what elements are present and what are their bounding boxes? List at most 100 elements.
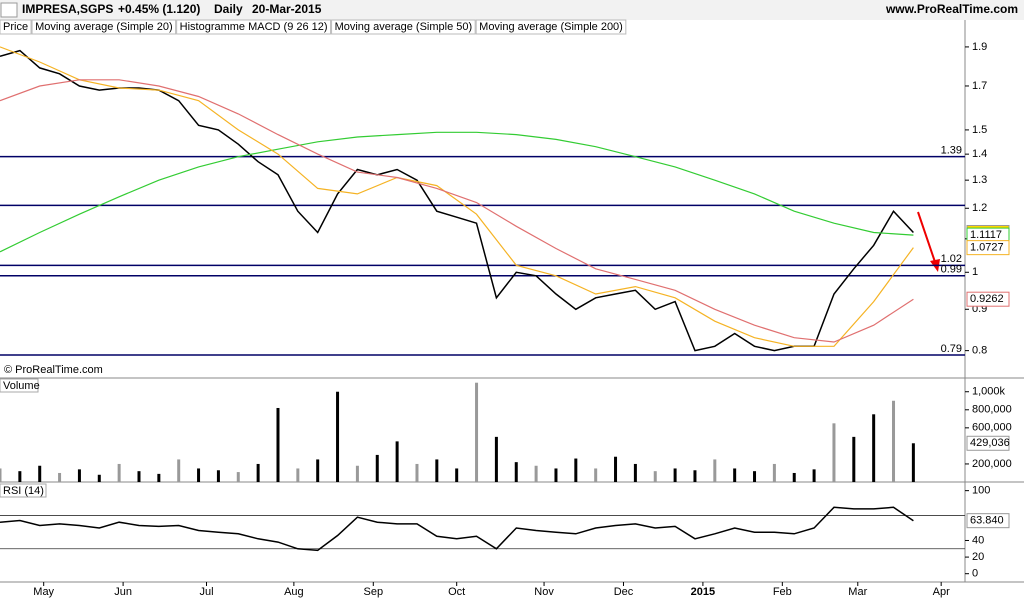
volume-bar <box>58 472 62 482</box>
change: +0.45% (1.120) <box>118 2 200 16</box>
last-value-label: 429,036 <box>970 437 1010 449</box>
volume-bar <box>395 441 399 482</box>
legend-box <box>31 19 177 35</box>
volume-bar <box>534 465 538 482</box>
level-label: 0.99 <box>941 264 962 276</box>
volume-bar <box>832 423 836 482</box>
legend-box <box>475 19 627 35</box>
last-value-label: 63.840 <box>970 515 1004 527</box>
volume-bar <box>197 468 201 482</box>
level-label: 1.02 <box>941 253 962 265</box>
y-tick-label: 1 <box>972 266 978 278</box>
volume-bar <box>336 391 340 482</box>
volume-bar <box>594 468 598 482</box>
x-tick-label: 2015 <box>691 586 715 598</box>
x-tick-label: Feb <box>773 586 792 598</box>
y-tick-label: 600,000 <box>972 422 1012 434</box>
volume-bar <box>97 474 101 482</box>
legend-item: Price <box>3 21 28 33</box>
y-tick-label: 800,000 <box>972 404 1012 416</box>
period: Daily <box>214 2 243 16</box>
last-value-box <box>966 513 1010 529</box>
x-tick-label: Apr <box>933 586 950 598</box>
volume-bar <box>673 468 677 482</box>
volume-bar <box>554 468 558 482</box>
date: 20-Mar-2015 <box>252 2 322 16</box>
volume-bar <box>713 459 717 482</box>
y-tick-label: 0.8 <box>972 345 987 357</box>
x-tick-label: Aug <box>284 586 304 598</box>
volume-bar <box>216 470 220 482</box>
panel-label-box <box>0 378 39 393</box>
legend-item: Histogramme MACD (9 26 12) <box>180 21 328 33</box>
volume-bar <box>435 459 439 482</box>
volume-bar <box>316 459 320 482</box>
volume-bar <box>892 400 896 482</box>
volume-bar <box>38 465 42 482</box>
volume-bar <box>911 443 915 482</box>
y-tick-label: 0 <box>972 568 978 580</box>
volume-bar <box>236 472 240 482</box>
volume-bar <box>812 469 816 482</box>
volume-bar <box>733 468 737 482</box>
x-tick-label: Dec <box>614 586 634 598</box>
legend-box <box>331 19 476 35</box>
volume-bar <box>872 414 876 482</box>
x-tick-label: May <box>33 586 54 598</box>
last-value-box <box>966 240 1010 256</box>
site: www.ProRealTime.com <box>885 2 1018 16</box>
y-tick-label: 1.4 <box>972 148 987 160</box>
volume-bar <box>772 463 776 482</box>
volume-bar <box>137 471 141 482</box>
level-label: 1.39 <box>941 145 962 157</box>
y-tick-label: 40 <box>972 534 984 546</box>
volume-bar <box>18 471 22 482</box>
volume-bar <box>633 463 637 482</box>
x-tick-label: Oct <box>448 586 465 598</box>
volume-bar <box>296 468 300 482</box>
series-line <box>0 506 914 552</box>
legend-box <box>176 19 332 35</box>
x-tick-label: Nov <box>534 586 554 598</box>
level-label: 0.79 <box>941 343 962 355</box>
volume-bar <box>753 471 757 482</box>
legend: Price Moving average (Simple 20) Histogram… <box>0 19 627 35</box>
copyright: © ProRealTime.com <box>4 364 103 376</box>
y-tick-label: 200,000 <box>972 458 1012 470</box>
y-tick-label: 1.7 <box>972 80 987 92</box>
last-value-label: 1.0727 <box>970 242 1004 254</box>
legend-item: Moving average (Simple 50) <box>335 21 473 33</box>
volume-bar <box>574 458 578 482</box>
last-value-label: 1.1117 <box>970 229 1002 241</box>
header-bar <box>0 0 1024 20</box>
volume-bar <box>276 407 280 482</box>
volume-bar <box>614 456 618 482</box>
series-line <box>0 131 914 253</box>
y-tick-label: 1.2 <box>972 202 987 214</box>
arrow <box>917 211 936 263</box>
last-value-box <box>966 435 1010 451</box>
y-tick-label: 1.9 <box>972 41 987 53</box>
volume-bar <box>355 465 359 482</box>
x-tick-label: Jul <box>199 586 213 598</box>
chart-icon <box>0 2 18 18</box>
volume-bar <box>375 454 379 482</box>
volume-bar <box>256 463 260 482</box>
x-tick-label: Jun <box>114 586 132 598</box>
y-tick-label: 1.5 <box>972 124 987 136</box>
legend-item: Moving average (Simple 200) <box>479 21 623 33</box>
y-tick-label: 1.3 <box>972 174 987 186</box>
volume-bar <box>494 436 498 482</box>
symbol: IMPRESA,SGPS <box>22 2 113 16</box>
y-tick-label: 100 <box>972 485 990 497</box>
y-tick-label: 20 <box>972 551 984 563</box>
last-value-box <box>966 291 1010 307</box>
x-tick-label: Sep <box>364 586 384 598</box>
volume-bar <box>117 463 121 482</box>
panel-title: RSI (14) <box>3 485 44 497</box>
volume-bar <box>157 473 161 482</box>
volume-bar <box>177 459 181 482</box>
series-line <box>0 46 914 347</box>
